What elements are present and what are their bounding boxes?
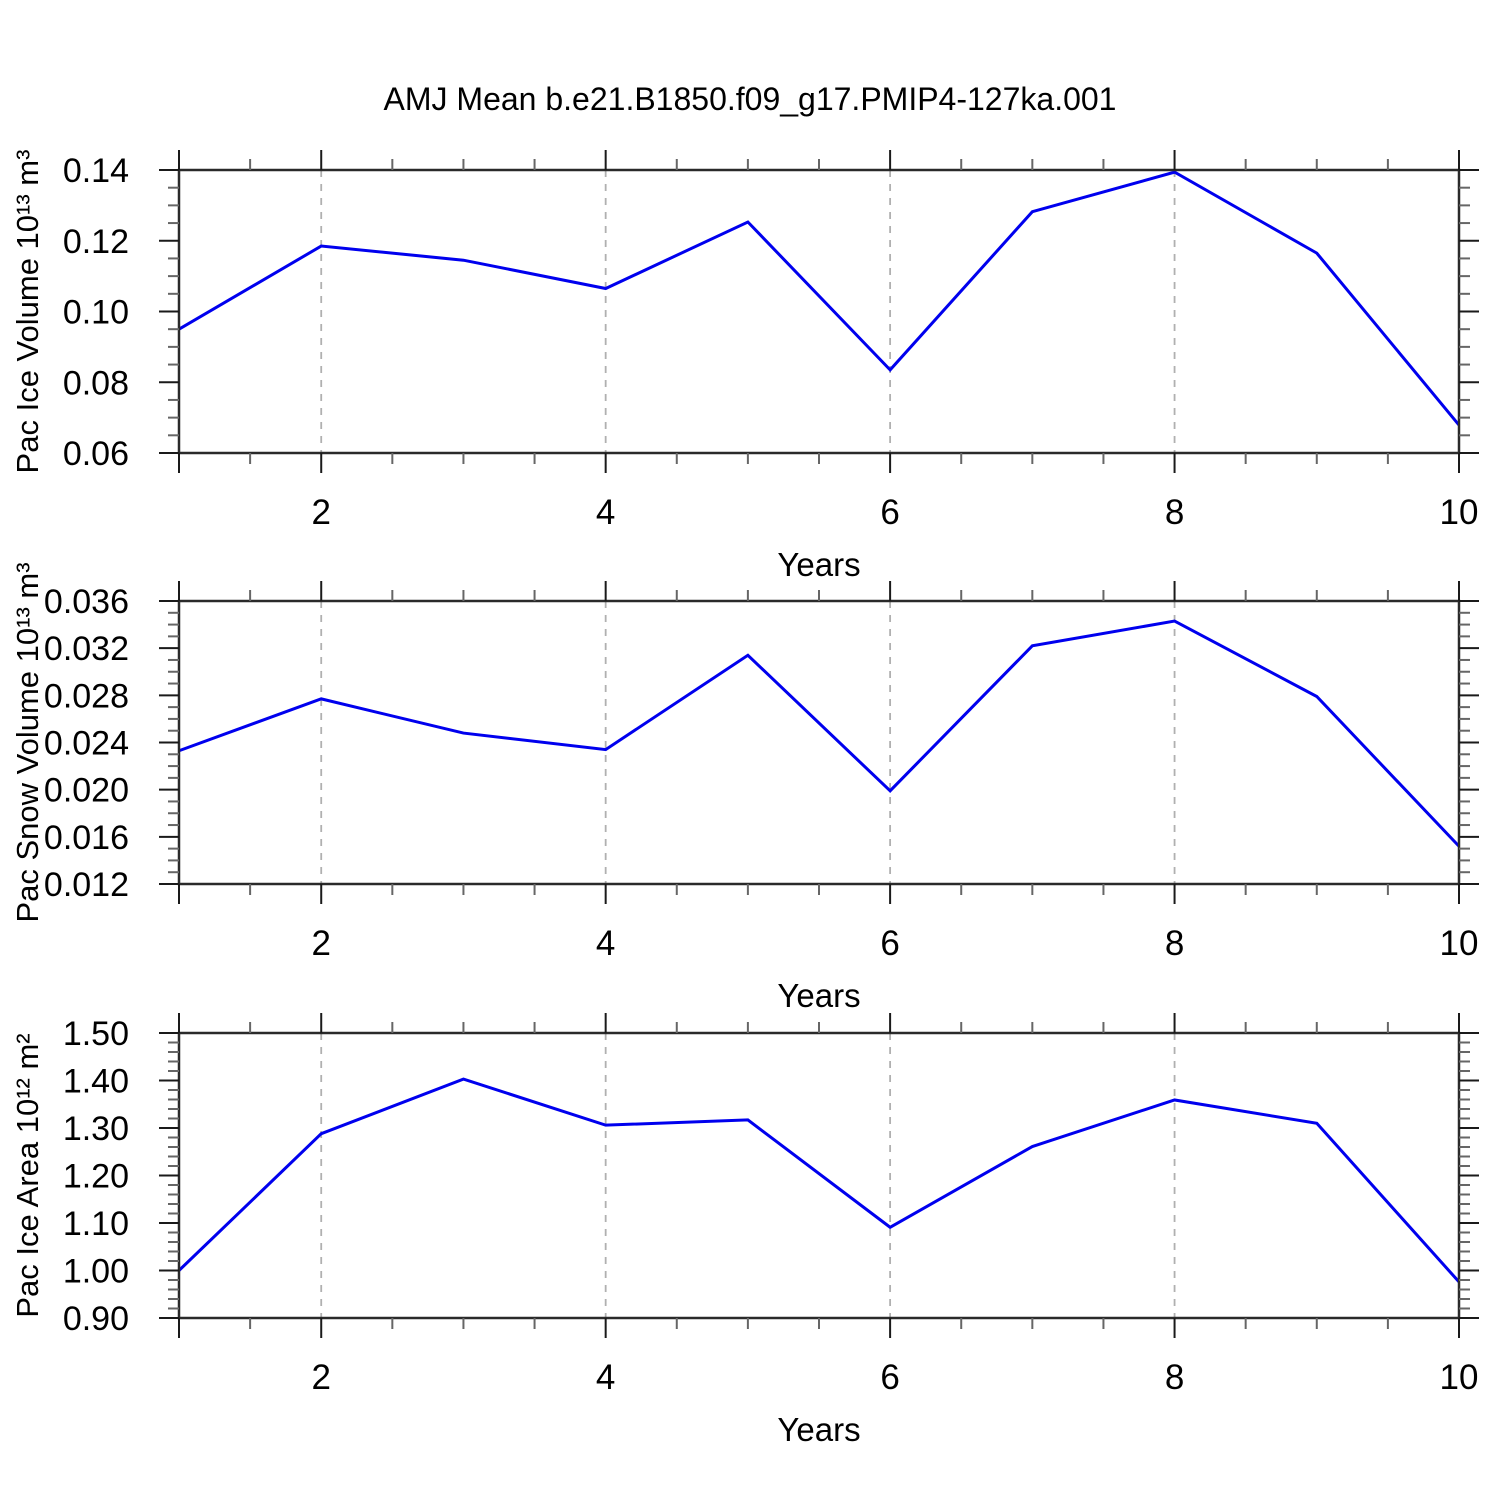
y-tick-label: 1.00	[63, 1253, 129, 1291]
plot-frame	[177, 599, 1461, 886]
x-tick-label: 10	[1440, 493, 1479, 532]
y-tick-label: 0.06	[63, 435, 129, 473]
y-tick-label: 0.90	[63, 1300, 129, 1338]
y-tick-label: 1.30	[63, 1110, 129, 1148]
x-tick-label: 6	[880, 493, 899, 532]
y-tick-label: 0.14	[63, 152, 129, 190]
x-tick-label: 10	[1440, 1358, 1479, 1397]
x-tick-label: 4	[596, 924, 615, 963]
series-line	[178, 619, 1461, 848]
plot-frame	[177, 1031, 1461, 1320]
y-tick-label: 0.020	[44, 772, 129, 810]
y-tick-label: 1.10	[63, 1205, 129, 1243]
y-axis-title: Pac Snow Volume 10¹³ m³	[10, 562, 45, 922]
x-tick-label: 8	[1165, 493, 1184, 532]
y-tick-label: 1.20	[63, 1158, 129, 1196]
x-tick-label: 10	[1440, 924, 1479, 963]
x-tick-label: 8	[1165, 924, 1184, 963]
x-tick-label: 2	[311, 493, 330, 532]
x-tick-label: 2	[311, 924, 330, 963]
chart-pac-ice-volume: 0.06 0.08 0.10 0.12 0.14 2 4 6 8 10 Years Pac Ice V…	[10, 150, 1479, 583]
y-tick-label: 0.10	[63, 294, 129, 332]
y-tick-label: 0.028	[44, 677, 129, 715]
chart-pac-ice-area: 0.90 1.00 1.10 1.20 1.30 1.40 1.50 2 4 6 8 10 Years P…	[10, 1013, 1479, 1448]
x-axis-title: Years	[777, 977, 860, 1014]
chart-pac-snow-volume: 0.012 0.016 0.020 0.024 0.028 0.032 0.036 2 4 6 8 1…	[10, 562, 1479, 1014]
x-tick-label: 8	[1165, 1358, 1184, 1397]
y-tick-label: 0.032	[44, 630, 129, 668]
x-tick-label: 2	[311, 1358, 330, 1397]
plot-frame	[177, 168, 1461, 455]
y-tick-label: 0.024	[44, 725, 129, 763]
y-tick-label: 0.036	[44, 583, 129, 621]
x-tick-label: 4	[596, 1358, 615, 1397]
y-tick-label: 1.50	[63, 1015, 129, 1053]
figure-title: AMJ Mean b.e21.B1850.f09_g17.PMIP4-127ka…	[384, 81, 1117, 117]
x-tick-label: 4	[596, 493, 615, 532]
series-line	[177, 1077, 1461, 1283]
x-axis-title: Years	[777, 546, 860, 583]
y-tick-label: 1.40	[63, 1063, 129, 1101]
x-axis-title: Years	[777, 1411, 860, 1448]
y-tick-label: 0.016	[44, 819, 129, 857]
x-tick-label: 6	[880, 1358, 899, 1397]
series-line	[178, 170, 1461, 427]
y-tick-label: 0.08	[63, 364, 129, 402]
x-tick-label: 6	[880, 924, 899, 963]
y-tick-label: 0.12	[63, 223, 129, 261]
y-axis-title: Pac Ice Area 10¹² m²	[10, 1033, 45, 1317]
y-axis-title: Pac Ice Volume 10¹³ m³	[10, 150, 45, 474]
y-tick-label: 0.012	[44, 866, 129, 904]
